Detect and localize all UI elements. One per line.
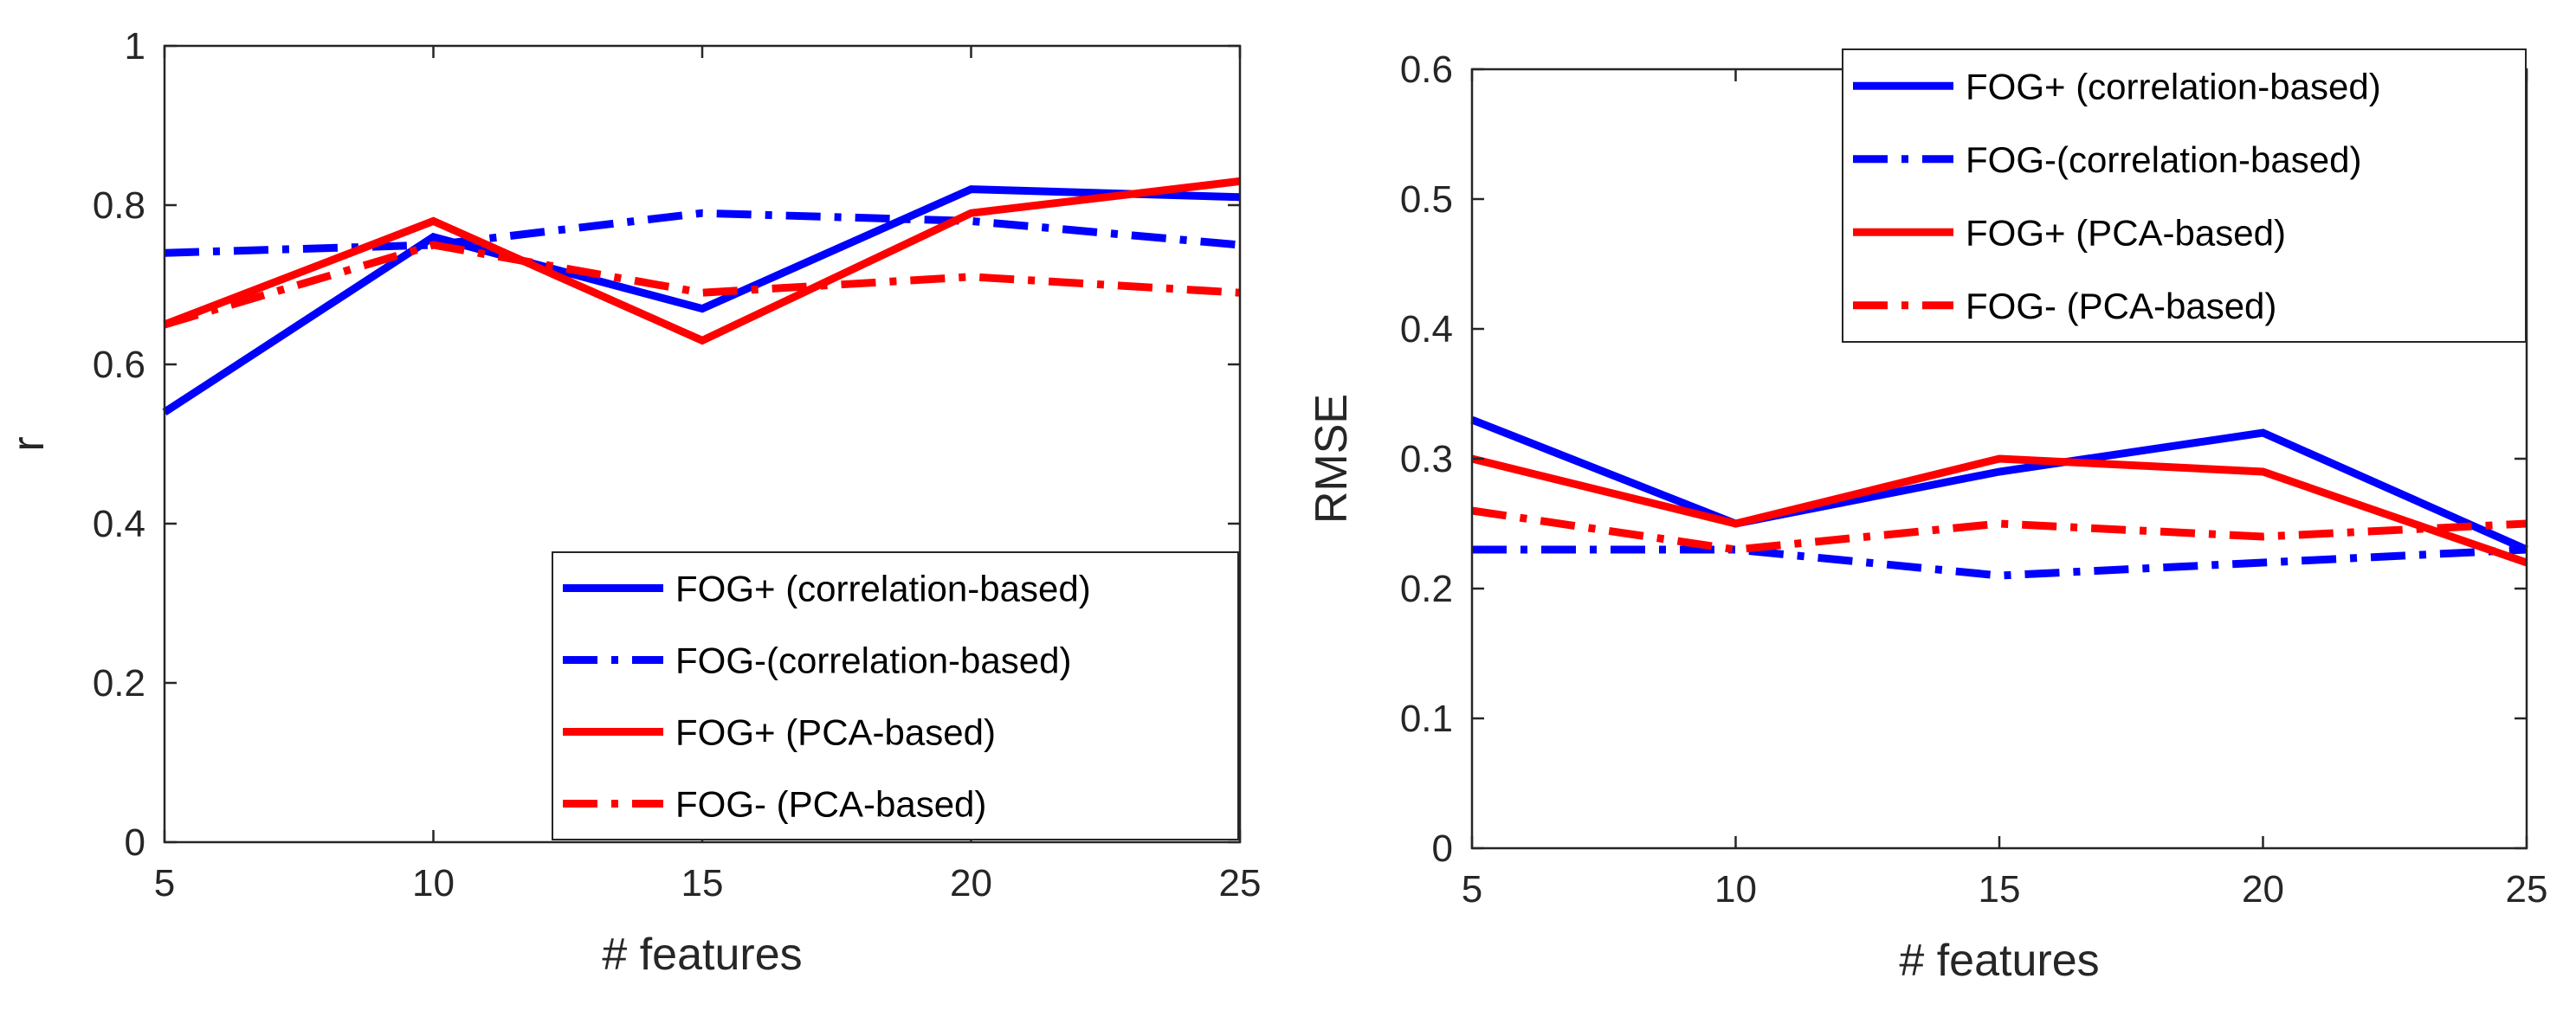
x-axis-label: # features [1899,936,2099,986]
y-tick-label: 1 [125,25,145,68]
x-tick-label: 20 [950,862,992,904]
legend-label: FOG+ (correlation-based) [675,569,1091,609]
x-tick-label: 10 [1714,868,1757,911]
y-tick-label: 0.5 [1400,178,1453,221]
y-tick-label: 0 [1432,827,1453,870]
series-line-3 [1470,454,2528,567]
legend-label: FOG+ (PCA-based) [675,712,996,753]
x-tick-label: 15 [1979,868,2021,911]
series-line-4 [163,241,1241,329]
legend-label: FOG- (PCA-based) [1966,286,2276,326]
legend-label: FOG+ (correlation-based) [1966,66,2381,106]
chart-1: 5 10 15 20 25 0 0.2 0.4 0.6 0.8 1 # features r FOG+ (… [3,25,1261,980]
y-axis-label: RMSE [1307,394,1357,524]
x-tick-label: 25 [1219,862,1262,904]
series-line-3 [163,177,1241,345]
series-line-1 [162,185,1241,415]
y-tick-label: 0.6 [1400,48,1453,91]
series-line-2 [1472,545,2528,580]
x-axis-label: # features [602,930,802,980]
y-tick-label: 0.4 [1400,308,1453,351]
x-tick-label: 15 [681,862,724,904]
chart-2: 5 10 15 20 25 0 0.1 0.2 0.3 0.4 0.5 0.6 # features RM… [1307,48,2547,986]
x-tick-label: 5 [1462,868,1482,911]
y-tick-label: 0.6 [93,344,145,386]
y-tick-label: 0.2 [93,662,145,705]
legend-label: FOG+ (PCA-based) [1966,212,2286,253]
x-tick-label: 5 [154,862,175,904]
series-line-4 [1471,506,2528,554]
legend-label: FOG- (PCA-based) [675,784,986,825]
y-tick-label: 0.4 [93,503,145,545]
legend: FOG+ (correlation-based) FOG-(correlation… [1842,48,2527,343]
y-tick-label: 0 [125,821,145,864]
legend-label: FOG-(correlation-based) [1966,139,2361,180]
legend-label: FOG-(correlation-based) [675,640,1071,681]
x-tick-label: 25 [2506,868,2548,911]
series-line-1 [1470,415,2528,554]
y-tick-label: 0.8 [93,184,145,227]
x-tick-label: 10 [412,862,455,904]
y-axis-label: r [3,436,54,451]
legend-box [552,551,1239,840]
y-tick-label: 0.2 [1400,568,1453,610]
legend: FOG+ (correlation-based) FOG-(correlation… [552,551,1239,840]
legend-box [1842,48,2527,343]
x-tick-label: 20 [2242,868,2284,911]
y-tick-label: 0.1 [1400,698,1453,740]
y-tick-label: 0.3 [1400,438,1453,480]
series-line-2 [164,209,1241,257]
